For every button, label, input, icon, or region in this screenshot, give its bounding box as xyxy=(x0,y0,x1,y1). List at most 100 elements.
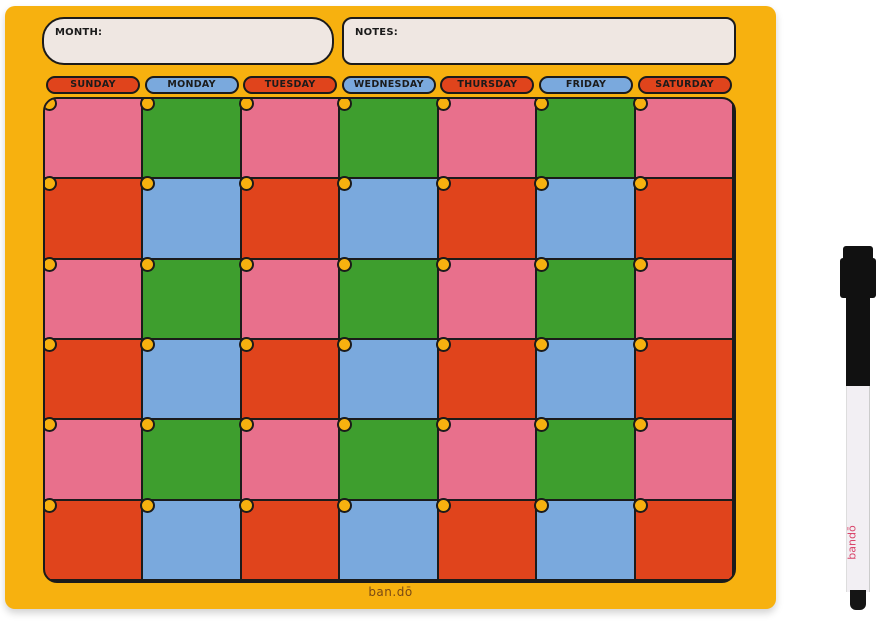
day-cell[interactable] xyxy=(143,500,240,579)
date-circle-icon xyxy=(140,99,156,111)
day-cell[interactable] xyxy=(635,179,732,258)
date-circle-icon xyxy=(337,99,353,111)
date-circle-icon xyxy=(435,256,451,272)
day-cell[interactable] xyxy=(537,99,634,178)
day-cell[interactable] xyxy=(438,259,536,338)
day-cell[interactable] xyxy=(438,420,536,499)
day-cell[interactable] xyxy=(143,420,240,499)
date-circle-icon xyxy=(140,256,156,272)
date-circle-icon xyxy=(238,256,254,272)
date-circle-icon xyxy=(45,256,57,272)
weekday-header: SUNDAY MONDAY TUESDAY WEDNESDAY THURSDAY FRID… xyxy=(45,76,735,94)
date-circle-icon xyxy=(140,497,156,513)
marker-neck xyxy=(846,298,870,386)
day-cell[interactable] xyxy=(340,179,437,258)
date-circle-icon xyxy=(534,99,550,111)
day-cell[interactable] xyxy=(635,259,732,338)
day-cell[interactable] xyxy=(537,340,634,419)
day-cell[interactable] xyxy=(241,500,339,579)
day-cell[interactable] xyxy=(635,340,732,419)
day-cell[interactable] xyxy=(537,259,634,338)
date-circle-icon xyxy=(534,417,550,433)
day-cell[interactable] xyxy=(241,259,339,338)
date-circle-icon xyxy=(435,497,451,513)
day-cell[interactable] xyxy=(340,420,437,499)
day-cell[interactable] xyxy=(438,179,536,258)
date-circle-icon xyxy=(140,337,156,352)
weekday-monday: MONDAY xyxy=(144,76,239,94)
weekday-sunday: SUNDAY xyxy=(46,76,140,94)
day-cell[interactable] xyxy=(143,179,240,258)
date-circle-icon xyxy=(45,176,57,192)
day-cell[interactable] xyxy=(143,340,240,419)
date-circle-icon xyxy=(337,256,353,272)
day-cell[interactable] xyxy=(241,179,339,258)
day-cell[interactable] xyxy=(537,420,634,499)
date-circle-icon xyxy=(140,417,156,433)
day-cell[interactable] xyxy=(635,500,732,579)
date-circle-icon xyxy=(337,176,353,192)
marker-barrel xyxy=(846,386,870,592)
date-circle-icon xyxy=(632,256,648,272)
day-cell[interactable] xyxy=(143,99,240,178)
weekday-saturday: SATURDAY xyxy=(637,76,732,94)
date-circle-icon xyxy=(337,337,353,352)
marker-brand: bandō xyxy=(845,525,859,560)
day-cell[interactable] xyxy=(45,259,142,338)
date-circle-icon xyxy=(632,99,648,111)
day-cell[interactable] xyxy=(143,259,240,338)
day-cell[interactable] xyxy=(45,500,142,579)
date-circle-icon xyxy=(238,99,254,111)
date-circle-icon xyxy=(435,417,451,433)
marker-eraser xyxy=(843,246,873,260)
month-field[interactable]: MONTH: xyxy=(42,17,334,65)
day-cell[interactable] xyxy=(537,179,634,258)
calendar-board: MONTH: NOTES: SUNDAY MONDAY TUESDAY WEDNESD… xyxy=(5,6,776,609)
notes-field[interactable]: NOTES: xyxy=(342,17,736,65)
date-circle-icon xyxy=(632,497,648,513)
day-cell[interactable] xyxy=(241,340,339,419)
day-cell[interactable] xyxy=(537,500,634,579)
day-cell[interactable] xyxy=(45,420,142,499)
day-cell[interactable] xyxy=(340,340,437,419)
date-circle-icon xyxy=(45,99,57,111)
day-cell[interactable] xyxy=(340,259,437,338)
date-circle-icon xyxy=(45,497,57,513)
date-circle-icon xyxy=(534,337,550,352)
date-circle-icon xyxy=(534,497,550,513)
day-cell[interactable] xyxy=(438,99,536,178)
weekday-tuesday: TUESDAY xyxy=(243,76,338,94)
date-circle-icon xyxy=(632,417,648,433)
date-circle-icon xyxy=(238,176,254,192)
month-label: MONTH: xyxy=(55,27,103,38)
weekday-wednesday: WEDNESDAY xyxy=(341,76,436,94)
day-cell[interactable] xyxy=(340,500,437,579)
day-cell[interactable] xyxy=(241,420,339,499)
day-cell[interactable] xyxy=(635,99,732,178)
date-circle-icon xyxy=(632,337,648,352)
date-circle-icon xyxy=(337,497,353,513)
date-circle-icon xyxy=(337,417,353,433)
day-cell[interactable] xyxy=(340,99,437,178)
date-circle-icon xyxy=(534,176,550,192)
weekday-friday: FRIDAY xyxy=(539,76,633,94)
day-cell[interactable] xyxy=(45,340,142,419)
date-circle-icon xyxy=(45,337,57,352)
day-cell[interactable] xyxy=(438,340,536,419)
day-cell[interactable] xyxy=(45,179,142,258)
day-cell[interactable] xyxy=(438,500,536,579)
marker-tip xyxy=(850,590,866,610)
brand-logo: ban.dō xyxy=(368,585,413,599)
weekday-thursday: THURSDAY xyxy=(440,76,535,94)
date-circle-icon xyxy=(534,256,550,272)
date-circle-icon xyxy=(435,337,451,352)
day-cell[interactable] xyxy=(635,420,732,499)
day-cell[interactable] xyxy=(45,99,142,178)
dry-erase-marker[interactable]: bandō xyxy=(838,246,878,616)
date-circle-icon xyxy=(435,176,451,192)
date-circle-icon xyxy=(632,176,648,192)
date-circle-icon xyxy=(435,99,451,111)
day-cell[interactable] xyxy=(241,99,339,178)
marker-cap xyxy=(840,258,876,298)
notes-label: NOTES: xyxy=(355,27,398,38)
